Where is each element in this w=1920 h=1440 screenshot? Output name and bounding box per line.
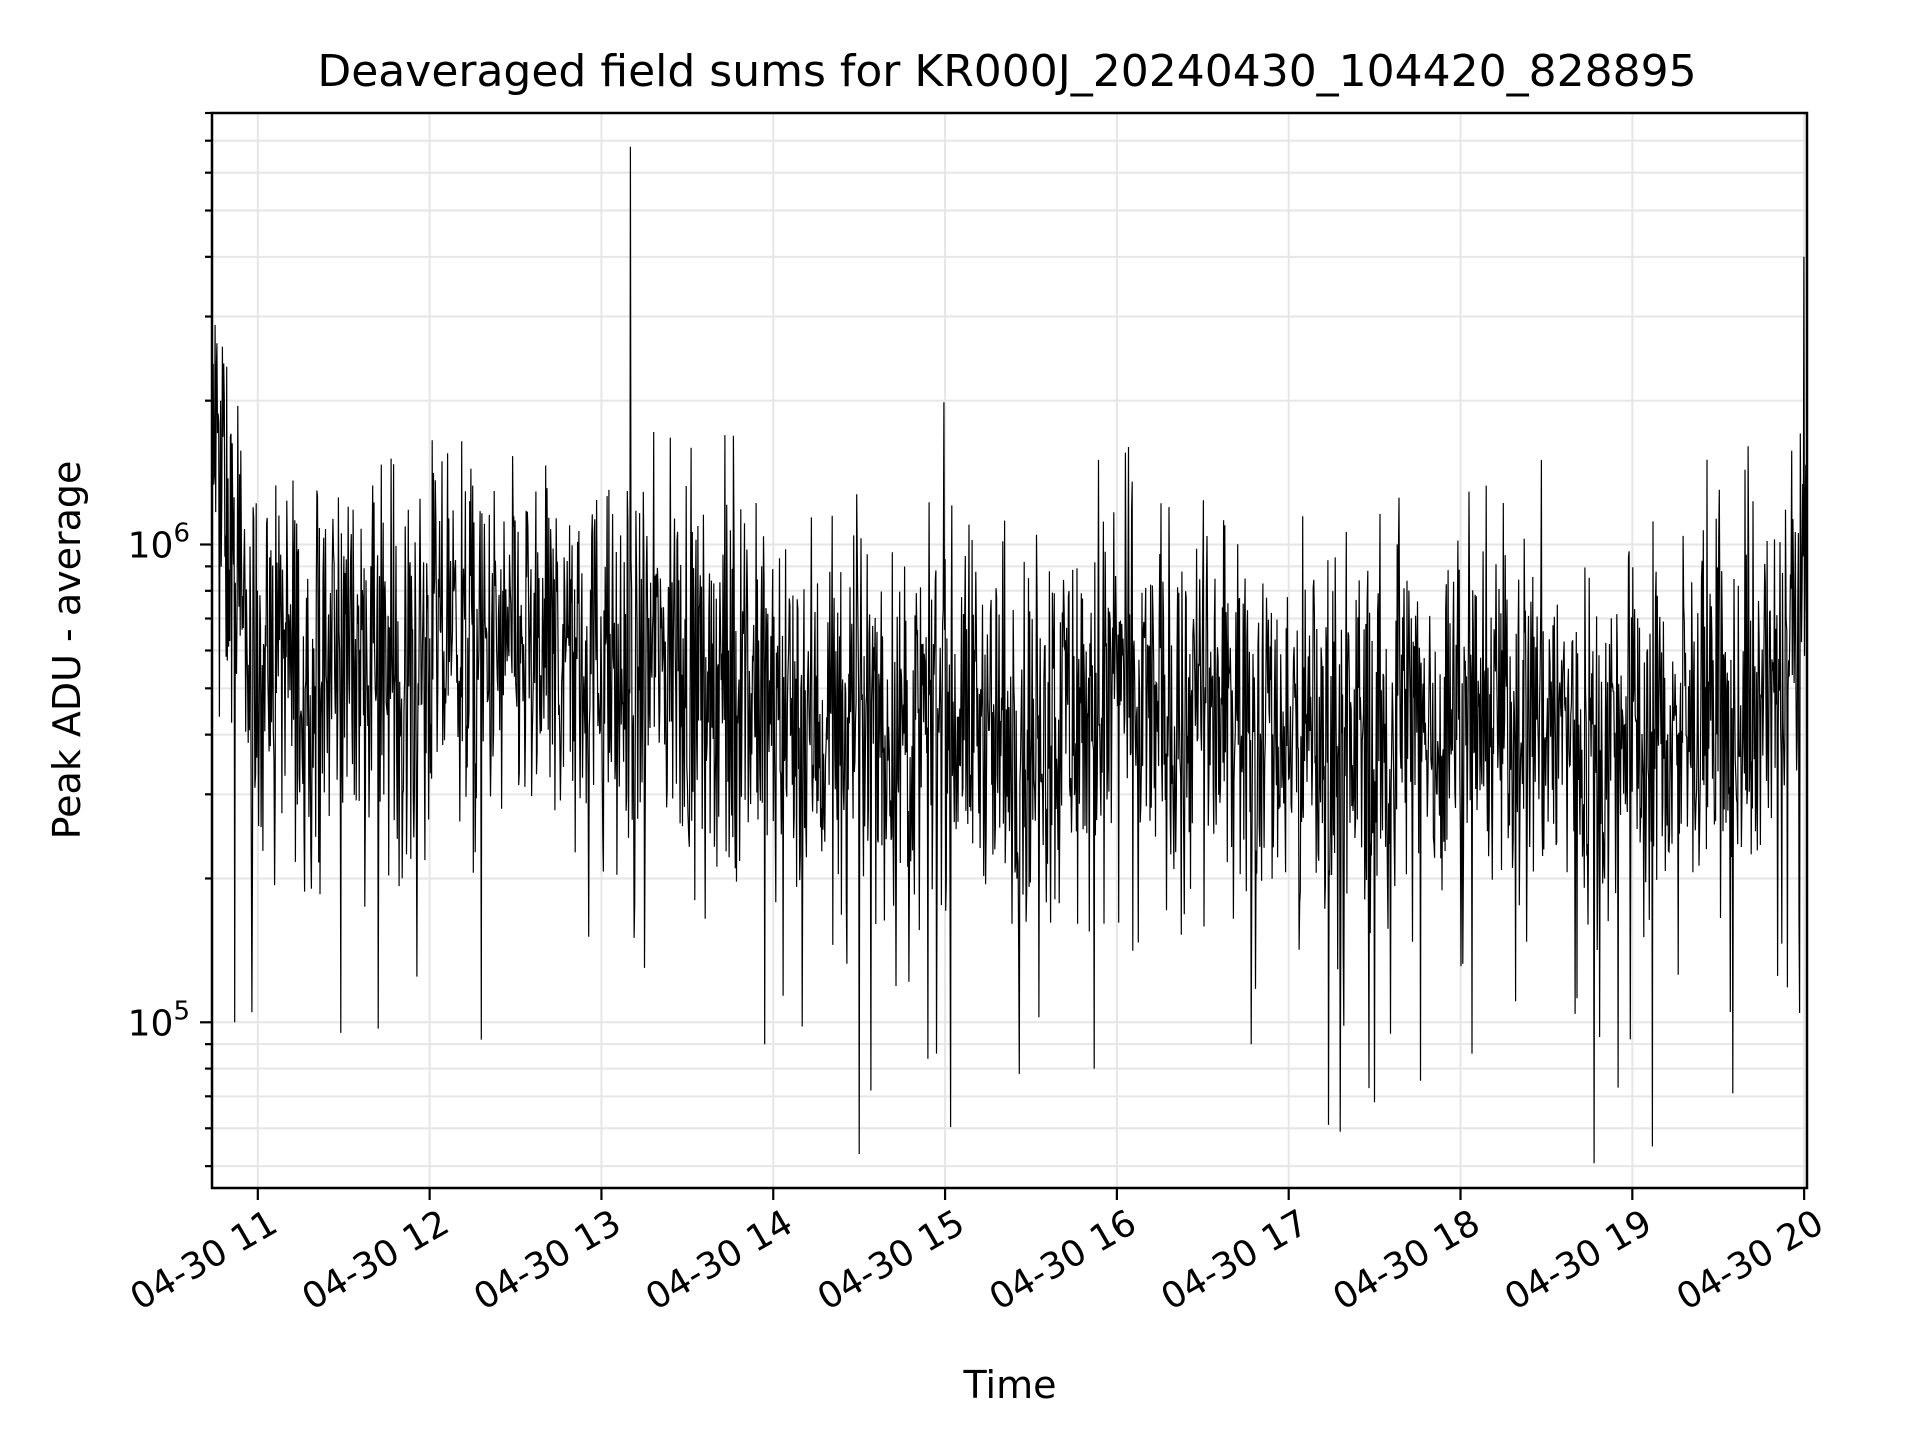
x-tick-label: 04-30 11 bbox=[124, 1202, 285, 1318]
x-tick-label: 04-30 15 bbox=[811, 1202, 972, 1318]
x-tick-label: 04-30 16 bbox=[983, 1202, 1144, 1318]
x-tick-label: 04-30 13 bbox=[467, 1202, 628, 1318]
x-tick-label: 04-30 17 bbox=[1155, 1202, 1316, 1318]
x-tick-label: 04-30 12 bbox=[295, 1202, 456, 1318]
chart-title: Deaveraged field sums for KR000J_2024043… bbox=[317, 46, 1696, 97]
series-line bbox=[211, 146, 1808, 1164]
y-tick-label: 105 bbox=[128, 996, 190, 1044]
y-tick-label: 106 bbox=[128, 518, 190, 566]
x-tick-label: 04-30 14 bbox=[639, 1202, 800, 1318]
y-axis-label: Peak ADU - average bbox=[45, 461, 89, 840]
x-axis-label: Time bbox=[963, 1363, 1057, 1407]
x-tick-label: 04-30 18 bbox=[1326, 1202, 1487, 1318]
x-tick-label: 04-30 19 bbox=[1498, 1202, 1659, 1318]
x-tick-label: 04-30 20 bbox=[1670, 1202, 1831, 1318]
plot-area bbox=[211, 146, 1808, 1164]
